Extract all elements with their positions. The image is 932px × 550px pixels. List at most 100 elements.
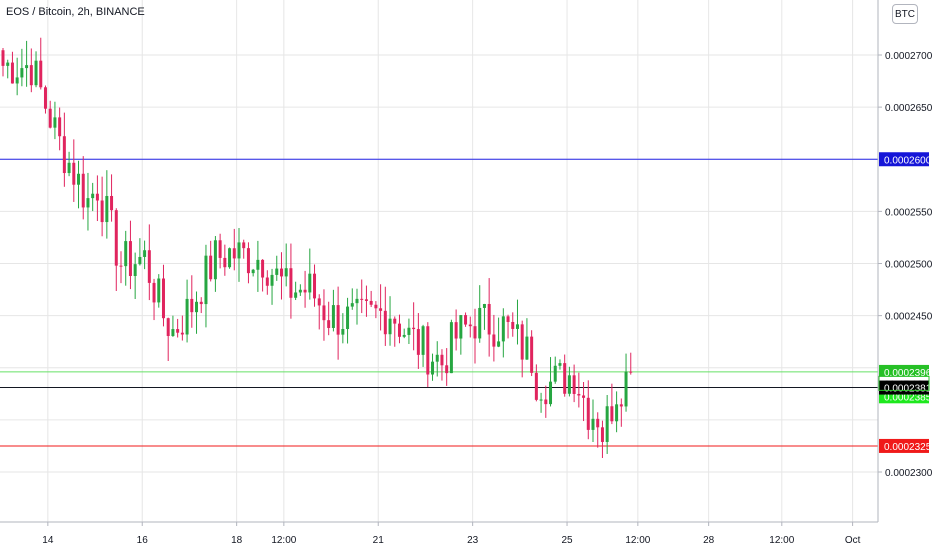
candle-body [39, 60, 43, 88]
grid [0, 0, 878, 522]
candle-body [582, 395, 586, 398]
candle-body [600, 427, 604, 442]
candle-body [223, 257, 227, 268]
candle-body [124, 241, 128, 267]
candle-body [6, 62, 10, 66]
candle-body [440, 354, 444, 366]
candle-body [492, 334, 496, 347]
candle-body [379, 308, 383, 311]
resistance-price-label-bg [879, 152, 929, 167]
candle-body [421, 326, 425, 355]
candle-body [497, 341, 501, 347]
candle-body [209, 255, 213, 280]
candle-body [138, 256, 142, 265]
candle-body [199, 301, 203, 305]
candle-body [397, 323, 401, 337]
support-price-label: 0.0002325 [879, 438, 932, 453]
candle-body [119, 265, 123, 267]
candle-body [549, 381, 553, 405]
candle-body [265, 277, 269, 286]
candle-body [157, 278, 161, 303]
candle-body [478, 307, 482, 339]
countdown-border [878, 375, 930, 391]
candle-body [77, 173, 81, 185]
candle-body [322, 305, 326, 321]
candle-body [34, 60, 38, 86]
candle-body [563, 363, 567, 394]
candle-body [147, 250, 151, 283]
candle-body [624, 371, 628, 407]
candle-body [246, 248, 250, 274]
prev-close-price-label-bg [879, 380, 929, 395]
candle-body [336, 305, 340, 335]
candle-body [407, 327, 411, 335]
candle-body [15, 77, 19, 84]
candle-body [364, 299, 368, 301]
candle-body [232, 248, 236, 259]
candle-body [473, 326, 477, 339]
candle-body [572, 375, 576, 394]
candle-body [86, 198, 90, 208]
candle-body [114, 210, 118, 266]
candle-body [534, 372, 538, 400]
x-tick-label: 23 [467, 535, 479, 546]
x-tick-label: 12:00 [769, 535, 794, 546]
candle-body [360, 298, 364, 300]
candle-body [180, 332, 184, 335]
candle-body [29, 65, 33, 86]
resistance-price-label-text: 0.0002600 [884, 155, 932, 166]
candle-body [615, 404, 619, 422]
candle-body [327, 320, 331, 328]
candle-body [591, 418, 595, 430]
candle-body [619, 404, 623, 407]
candle-body [218, 240, 222, 258]
candle-body [459, 315, 463, 339]
y-tick-label: 0.0002300 [885, 468, 932, 479]
candle-body [91, 193, 95, 199]
last-price-label-text: 0.0002396 [884, 368, 932, 379]
candle-body [128, 241, 132, 276]
candle-body [341, 329, 345, 335]
candle-body [544, 399, 548, 405]
x-tick-label: 28 [703, 535, 715, 546]
prev-close-price-label-text: 0.0002381 [884, 384, 932, 395]
x-tick-label: 16 [137, 535, 149, 546]
last-price-label-bg [879, 364, 929, 379]
candle-body [629, 371, 633, 373]
candle-body [454, 322, 458, 339]
x-tick-label: 12:00 [271, 535, 296, 546]
candle-body [176, 329, 180, 333]
currency-button[interactable]: BTC [892, 4, 918, 24]
support-price-label-bg [879, 438, 929, 453]
candle-body [195, 301, 199, 313]
y-tick-label: 0.0002500 [885, 260, 932, 271]
candle-body [20, 68, 24, 78]
y-tick-label: 0.0002450 [885, 312, 932, 323]
candle-body [275, 268, 279, 275]
candle-body [110, 195, 114, 211]
candle-body [48, 108, 52, 128]
resistance-price-label: 0.0002600 [879, 152, 932, 167]
chart-title: EOS / Bitcoin, 2h, BINANCE [6, 6, 145, 18]
candle-body [237, 242, 241, 259]
candle-body [412, 327, 416, 330]
candle-body [256, 259, 260, 270]
candle-body [190, 298, 194, 313]
candle-body [530, 336, 534, 373]
price-labels: 0.00026000.00023250.000239601:47:190.000… [878, 152, 932, 453]
candle-body [143, 250, 147, 257]
candle-body [62, 136, 66, 174]
candle-body [58, 117, 62, 137]
candle-body [303, 289, 307, 293]
candle-body [152, 282, 156, 303]
candle-body [416, 329, 420, 355]
candle-body [294, 292, 298, 298]
candle-body [525, 336, 529, 360]
support-price-label-text: 0.0002325 [884, 442, 932, 453]
candle-body [501, 316, 505, 342]
candle-body [317, 298, 321, 306]
candle-body [449, 322, 453, 374]
candles [1, 37, 633, 458]
